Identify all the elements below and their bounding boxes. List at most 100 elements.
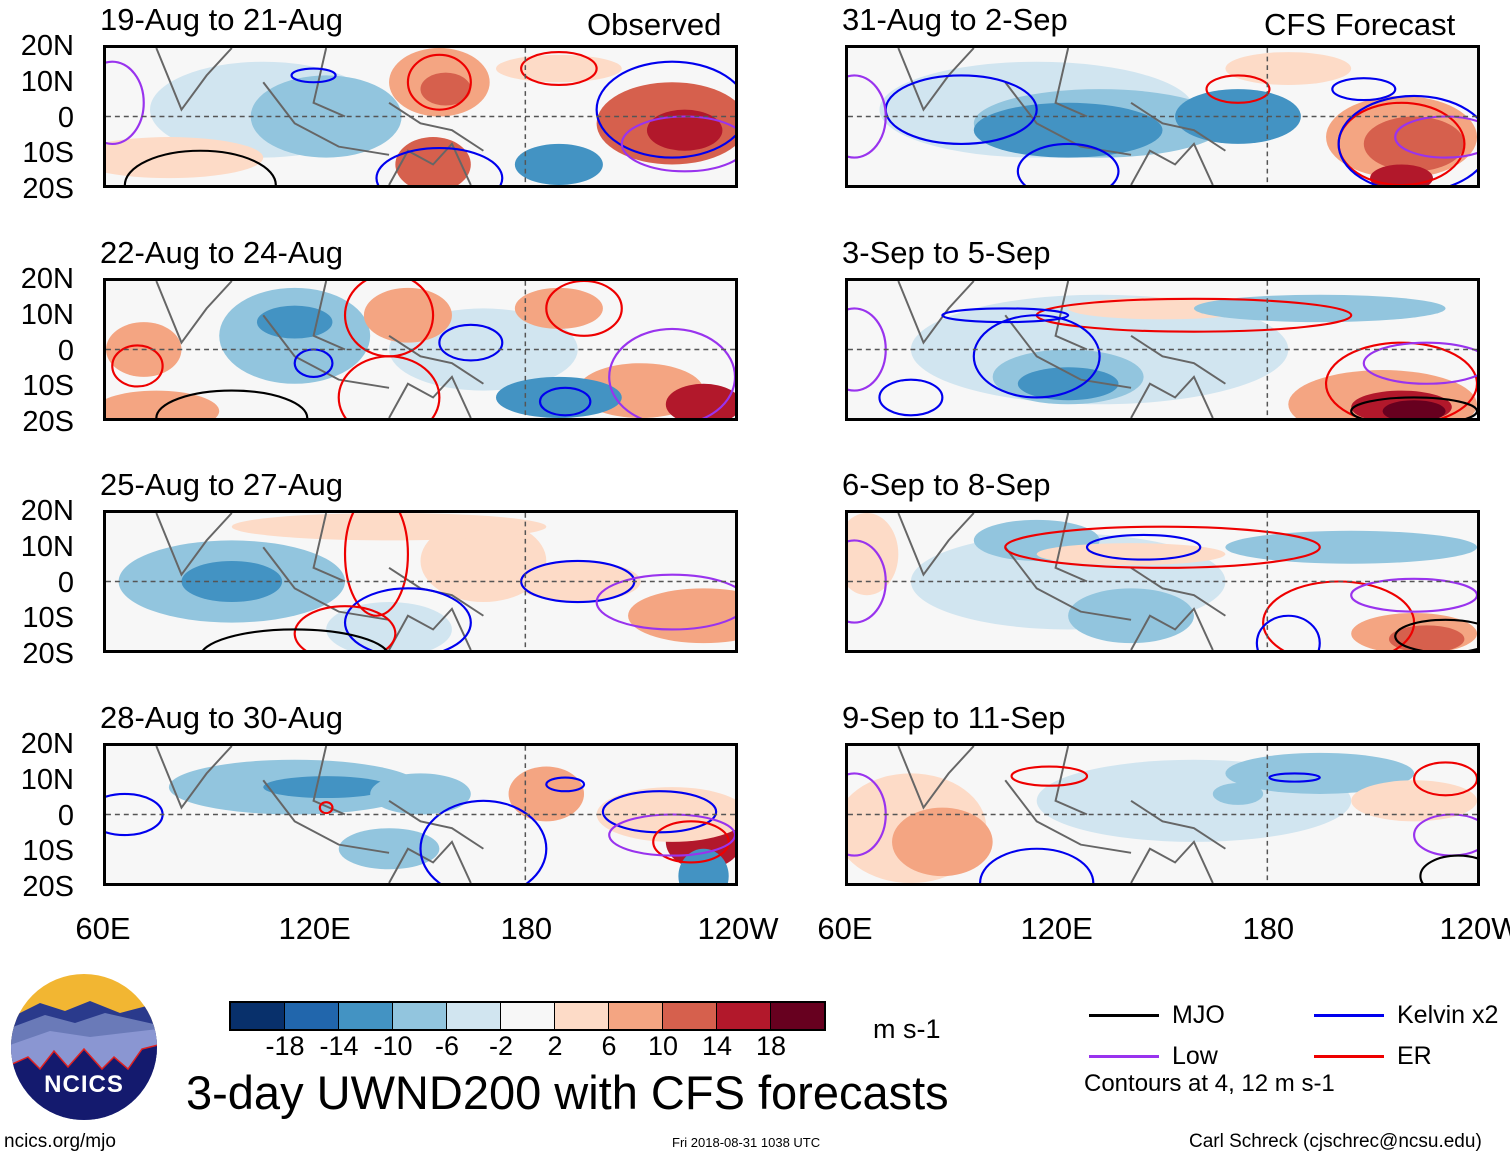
colorbar-swatch (339, 1003, 393, 1029)
low-contour (1350, 577, 1477, 613)
coastline (897, 746, 1226, 883)
cfs-forecast-label: CFS Forecast (1264, 7, 1456, 42)
y-tick-label: 10N (20, 298, 74, 331)
anomaly-shading (250, 75, 402, 158)
anomaly-shading (106, 390, 220, 418)
er-contour (318, 801, 334, 815)
kelvin-contour (595, 60, 735, 159)
kelvin-contour (601, 790, 718, 834)
kelvin-contour (438, 323, 504, 362)
anomaly-shading (1225, 52, 1352, 85)
panel-title: 6-Sep to 8-Sep (842, 467, 1051, 502)
legend-swatch (1314, 1014, 1384, 1017)
coastline (897, 281, 1226, 418)
kelvin-contour (1268, 772, 1321, 783)
kelvin-contour (1331, 77, 1397, 102)
y-tick-label: 20N (20, 30, 74, 62)
map-panel (845, 278, 1480, 421)
y-tick-label: 0 (57, 566, 74, 599)
credit: Carl Schreck (cjschrec@ncsu.edu) (1189, 1131, 1482, 1152)
anomaly-shading (420, 519, 547, 603)
anomaly-shading (1388, 625, 1465, 650)
legend-swatch (1314, 1055, 1384, 1058)
uwnd-field (106, 513, 735, 650)
panel-title: 19-Aug to 21-Aug (100, 2, 344, 37)
mjo-contour (1419, 854, 1477, 883)
colorbar-swatch (609, 1003, 663, 1029)
anomaly-shading (263, 776, 390, 799)
x-tick-label: 120E (278, 911, 351, 946)
colorbar-swatch (717, 1003, 771, 1029)
legend-label: Kelvin x2 (1397, 1001, 1499, 1029)
y-tick-label: 20S (22, 173, 74, 205)
x-tick-label: 120W (697, 911, 779, 946)
low-contour (608, 327, 735, 418)
coastline (155, 513, 484, 650)
mjo-contour (123, 149, 277, 185)
x-tick-label: 120W (1439, 911, 1510, 946)
mjo-contour (1394, 618, 1477, 650)
anomaly-shading (848, 513, 899, 596)
map-panel (103, 278, 738, 421)
anomaly-shading (1351, 780, 1477, 822)
anomaly-shading (973, 102, 1163, 158)
er-contour (545, 281, 623, 337)
er-contour (520, 51, 598, 87)
legend-swatch (1089, 1055, 1159, 1058)
y-tick-label: 0 (57, 334, 74, 367)
uwnd-field (848, 746, 1477, 883)
anomaly-shading (370, 773, 471, 815)
legend-swatch (1089, 1014, 1159, 1017)
contour-note: Contours at 4, 12 m s-1 (1084, 1070, 1335, 1097)
anomaly-shading (231, 513, 547, 541)
colorbar-swatch (447, 1003, 501, 1029)
legend-label: Low (1172, 1042, 1218, 1070)
x-tick-label: 180 (500, 911, 553, 946)
anomaly-shading (892, 807, 993, 877)
map-panel (103, 45, 738, 188)
map-panel (845, 45, 1480, 188)
mjo-contour (155, 389, 309, 418)
anomaly-shading (495, 376, 622, 418)
colorbar (229, 1001, 826, 1031)
anomaly-shading (1363, 116, 1465, 172)
colorbar-swatch (663, 1003, 717, 1029)
colorbar-tick-label: -2 (488, 1031, 513, 1061)
colorbar-tick-label: 14 (701, 1031, 733, 1061)
panel-title: 22-Aug to 24-Aug (100, 235, 344, 270)
kelvin-contour (878, 378, 944, 417)
low-contour (1362, 341, 1477, 385)
er-contour (111, 344, 164, 388)
panel-title: 31-Aug to 2-Sep (842, 2, 1068, 37)
y-tick-label: 10S (22, 137, 74, 170)
x-tick-label: 120E (1020, 911, 1093, 946)
er-contour (406, 53, 472, 111)
y-tick-label: 20N (20, 728, 74, 760)
anomaly-shading (628, 588, 735, 644)
panel-title: 3-Sep to 5-Sep (842, 235, 1051, 270)
colorbar-tick-label: -14 (319, 1031, 359, 1061)
coastline (155, 281, 484, 418)
uwnd-field (106, 48, 735, 185)
coastline (897, 513, 1226, 650)
uwnd-field (848, 513, 1477, 650)
panel-title: 25-Aug to 27-Aug (100, 467, 344, 502)
anomaly-shading (1193, 294, 1446, 323)
map-panel (845, 510, 1480, 653)
x-tick-label: 60E (817, 911, 873, 946)
uwnd-field (106, 746, 735, 883)
anomaly-shading (1036, 543, 1226, 566)
anomaly-shading (1175, 89, 1301, 144)
map-panel (845, 743, 1480, 886)
low-contour (106, 60, 145, 145)
site-link[interactable]: ncics.org/mjo (4, 1131, 116, 1152)
anomaly-shading (1382, 400, 1446, 418)
chart-title: 3-day UWND200 with CFS forecasts (186, 1066, 949, 1119)
colorbar-tick-label: -18 (265, 1031, 305, 1061)
x-tick-label: 60E (75, 911, 131, 946)
low-contour (1413, 813, 1477, 857)
kelvin-contour (1337, 94, 1477, 185)
map-panel (103, 510, 738, 653)
colorbar-swatch (231, 1003, 285, 1029)
y-tick-label: 20S (22, 871, 74, 903)
